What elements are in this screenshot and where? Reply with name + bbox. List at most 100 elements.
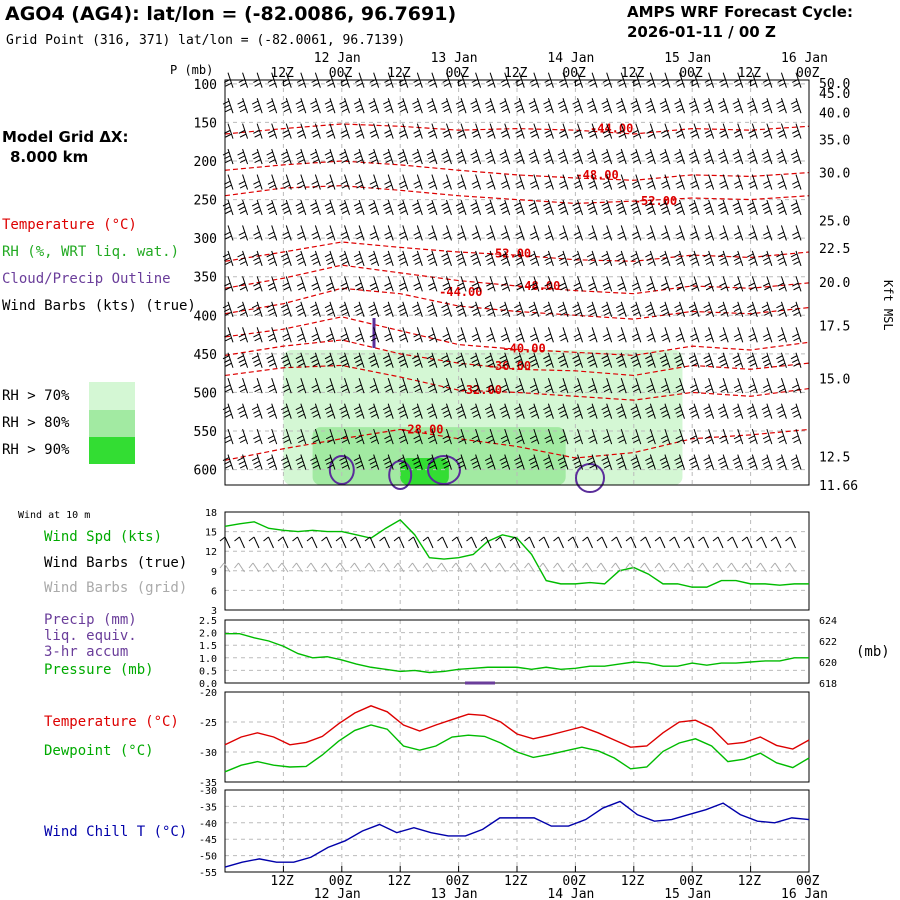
station-title: AGO4 (AG4): lat/lon = (-82.0086, 96.7691…: [5, 3, 457, 25]
wind-barb-feather: [500, 308, 508, 313]
wind-barb-feather: [355, 282, 362, 287]
wind-barb-feather: [764, 337, 771, 342]
wind-barb-staff: [693, 276, 700, 292]
height-tick-label: 20.0: [819, 276, 850, 291]
wind-barb: [790, 148, 802, 165]
wind-barb-staff: [649, 276, 656, 292]
wind-barb-staff: [693, 174, 700, 190]
wind-barb-feather: [618, 311, 625, 316]
wind-barb-staff: [518, 378, 525, 394]
wind-barb-feather: [660, 155, 668, 160]
wind-barb-feather: [370, 108, 378, 113]
wind-barb-feather: [457, 104, 464, 109]
wind-barb-staff: [460, 378, 467, 394]
wind-barb-feather: [283, 337, 290, 342]
wind-barb-feather: [238, 206, 246, 211]
wind-barb-staff: [314, 199, 321, 216]
wind-barb-feather: [398, 409, 406, 414]
wind-barb-feather: [225, 286, 232, 291]
wind-barb-feather: [385, 464, 392, 469]
wind-barb-feather: [251, 406, 259, 411]
wind-barb: [340, 123, 350, 139]
wind-barb-feather: [572, 355, 579, 360]
wind-barb-feather: [748, 129, 755, 134]
wind-barb-feather: [603, 133, 611, 138]
wind-barb: [515, 123, 525, 139]
grid-wind-barb-staff: [281, 562, 289, 573]
wind-barb: [732, 352, 744, 368]
wind-barb-staff: [591, 199, 598, 216]
wind-barb-feather: [341, 210, 349, 214]
wind-barb-feather: [691, 388, 698, 393]
wind-barb-staff: [518, 327, 525, 343]
wind-barb: [296, 428, 307, 445]
wind-barb: [266, 148, 278, 165]
wind-barb-staff: [533, 428, 540, 445]
wind-barb-feather: [603, 439, 611, 444]
wind-barb-feather: [298, 210, 305, 214]
wind-barb: [748, 428, 758, 445]
wind-barb-feather: [660, 282, 668, 287]
wind-barb-feather: [283, 362, 290, 367]
wind-barb-feather: [719, 104, 726, 109]
wind-barb: [499, 352, 511, 368]
wind-barb-feather: [442, 231, 449, 236]
wind-barb-feather: [283, 286, 290, 291]
wind-barb-staff: [795, 378, 802, 394]
wind-barb: [586, 148, 598, 165]
wind-barb-feather: [486, 359, 493, 363]
wind-barb-feather: [762, 104, 770, 109]
wind-barb-feather: [458, 260, 465, 265]
date-label-top: 14 Jan: [547, 51, 594, 66]
wind-barb: [324, 352, 336, 368]
wind-barb-feather: [733, 282, 741, 287]
wind-barb-staff: [256, 454, 263, 470]
wind-barb-feather: [443, 82, 451, 87]
wind-barb-feather: [339, 457, 346, 462]
wind-barb-staff: [373, 352, 380, 368]
wind-barb-staff: [591, 378, 598, 394]
wind-barb: [674, 199, 685, 216]
wind-barb-feather: [733, 231, 741, 236]
wind-barb-staff: [227, 301, 234, 317]
wind-barb-feather: [674, 457, 681, 462]
grid-wind-barb-feather: [509, 562, 515, 569]
wind-barb-staff: [518, 199, 525, 216]
wind-barb-staff: [780, 276, 787, 292]
pressure-right-tick: 622: [819, 637, 837, 648]
wind-barb: [237, 352, 249, 368]
wind-barb-feather: [398, 333, 406, 338]
wind-barb: [441, 403, 452, 419]
wind-barb-feather: [441, 304, 448, 309]
wind-barb-feather: [501, 133, 509, 138]
surface-wind-barb: [611, 536, 622, 549]
wind-barb-feather: [384, 104, 391, 109]
wind-barb-staff: [635, 123, 642, 139]
wind-barb: [777, 174, 787, 190]
wind-barb-feather: [268, 184, 276, 189]
wind-barb: [515, 276, 525, 292]
wind-barb-feather: [588, 155, 595, 160]
grid-wind-barb-feather: [364, 562, 370, 569]
wind-barb-feather: [573, 129, 581, 134]
wind-barb-feather: [398, 231, 406, 236]
wind-barb: [688, 98, 700, 114]
wind-barb-feather: [501, 439, 509, 444]
surface-wind-barb-staff: [384, 536, 390, 549]
wind-barb-feather: [296, 460, 304, 465]
wind-barb-feather: [254, 159, 261, 164]
wind-barb-feather: [748, 460, 755, 465]
wind-barb-feather: [691, 439, 698, 444]
wind-barb: [529, 276, 540, 292]
wind-barb-feather: [443, 108, 451, 113]
wind-barb-feather: [429, 82, 436, 87]
wind-barb-feather: [633, 464, 640, 469]
wind-barb-feather: [455, 253, 463, 258]
wind-barb: [659, 403, 671, 419]
wind-barb-feather: [382, 355, 390, 360]
wind-barb-staff: [329, 148, 336, 165]
wind-barb-feather: [458, 235, 465, 240]
grid-wind-barb-staff: [615, 562, 622, 573]
wind-barb-feather: [601, 253, 608, 258]
